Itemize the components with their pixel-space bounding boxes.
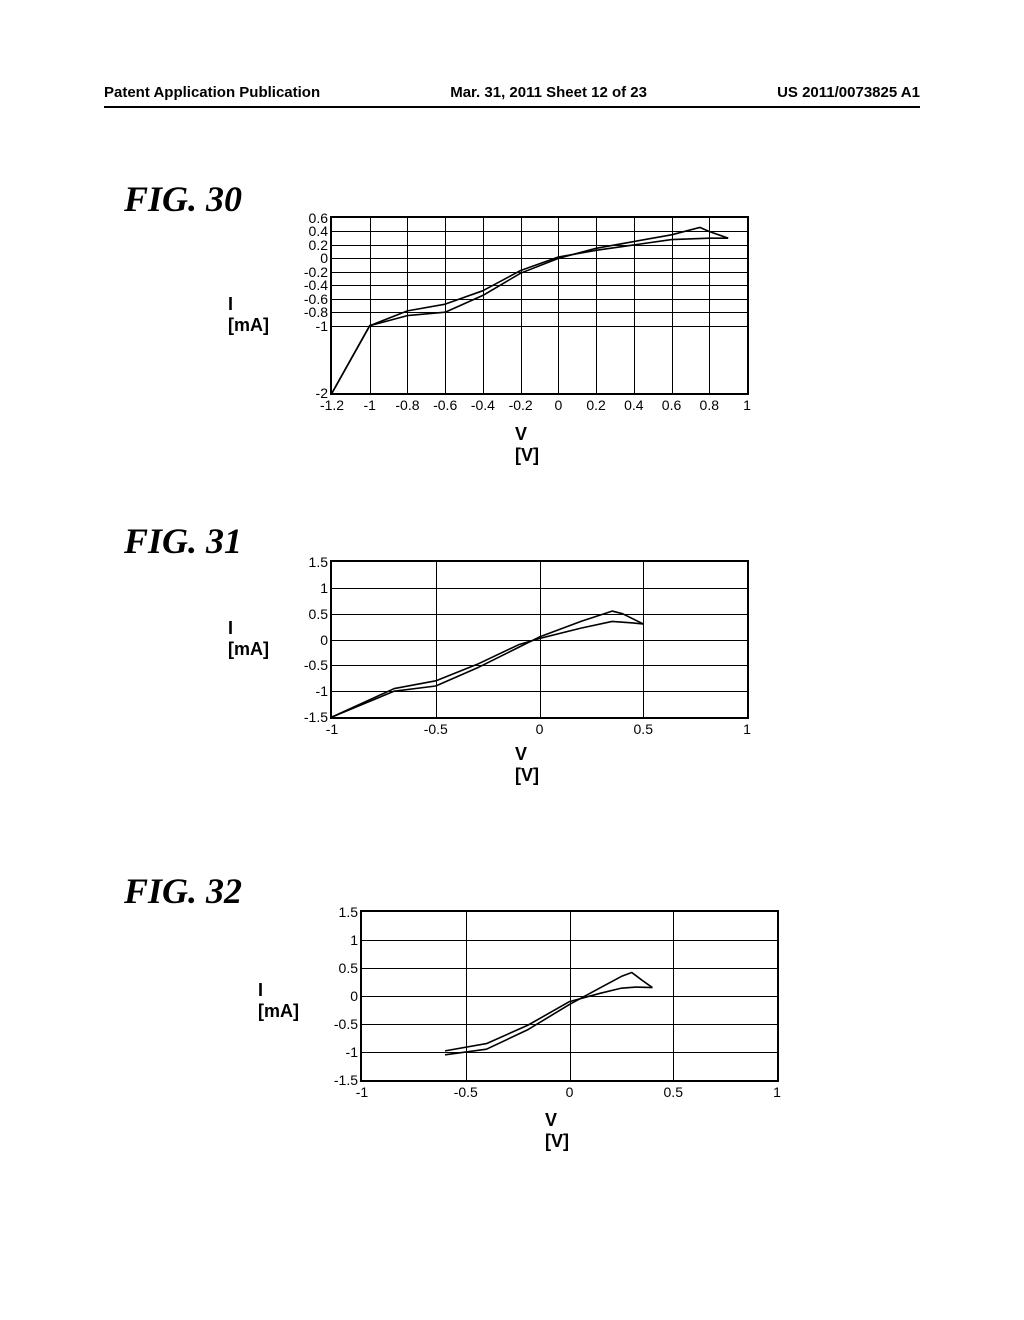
ytick: -1 (346, 1044, 362, 1060)
gridline-v (407, 218, 408, 393)
gridline-h (332, 326, 747, 327)
xtick: -0.6 (433, 393, 457, 413)
gridline-v (521, 218, 522, 393)
patent-header: Patent Application Publication Mar. 31, … (104, 84, 920, 101)
ytick: 1.5 (309, 554, 332, 570)
fig31-plot: 1.510.50-0.5-1-1.5-1-0.500.51 (330, 560, 749, 719)
xtick: 0.5 (664, 1080, 683, 1100)
xtick: -1.2 (320, 393, 344, 413)
xtick: -0.4 (471, 393, 495, 413)
ytick: 1 (320, 580, 332, 596)
ytick: 0.5 (309, 606, 332, 622)
xtick: -0.5 (424, 717, 448, 737)
iv-curve (332, 238, 728, 393)
gridline-v (596, 218, 597, 393)
xtick: -1 (356, 1080, 368, 1100)
ytick: 0 (350, 988, 362, 1004)
xtick: 0.6 (662, 393, 681, 413)
iv-curve (332, 227, 728, 393)
fig31-ylabel: I [mA] (228, 618, 269, 660)
iv-curve (332, 621, 643, 717)
gridline-v (709, 218, 710, 393)
gridline-v (643, 562, 644, 717)
gridline-h (332, 312, 747, 313)
xtick: 0.4 (624, 393, 643, 413)
xtick: 1 (743, 717, 751, 737)
fig32-ylabel: I [mA] (258, 980, 299, 1022)
ytick: 0.5 (339, 960, 362, 976)
gridline-v (483, 218, 484, 393)
gridline-v (540, 562, 541, 717)
xtick: 0.5 (634, 717, 653, 737)
xtick: 1 (743, 393, 751, 413)
gridline-v (436, 562, 437, 717)
gridline-h (332, 299, 747, 300)
xtick: -0.8 (395, 393, 419, 413)
xtick: -1 (326, 717, 338, 737)
fig31-xlabel: V [V] (515, 744, 539, 786)
ytick: -1 (316, 318, 332, 334)
gridline-v (466, 912, 467, 1080)
header-left: Patent Application Publication (104, 84, 320, 101)
ytick: -0.5 (334, 1016, 362, 1032)
xtick: 0.2 (586, 393, 605, 413)
gridline-h (332, 245, 747, 246)
gridline-v (558, 218, 559, 393)
xtick: 0 (536, 717, 544, 737)
gridline-h (332, 258, 747, 259)
gridline-h (332, 285, 747, 286)
xtick: 0 (554, 393, 562, 413)
gridline-v (370, 218, 371, 393)
xtick: -1 (363, 393, 375, 413)
fig32-xlabel: V [V] (545, 1110, 569, 1152)
xtick: 0.8 (700, 393, 719, 413)
gridline-h (332, 272, 747, 273)
xtick: 0 (566, 1080, 574, 1100)
gridline-v (672, 218, 673, 393)
fig30-xlabel: V [V] (515, 424, 539, 466)
fig30-plot: 0.60.40.20-0.2-0.4-0.6-0.8-1-2-1.2-1-0.8… (330, 216, 749, 395)
header-rule (104, 106, 920, 108)
page: Patent Application Publication Mar. 31, … (0, 0, 1024, 1320)
ytick: -1 (316, 683, 332, 699)
iv-curve (332, 611, 643, 717)
gridline-v (634, 218, 635, 393)
ytick: 1 (350, 932, 362, 948)
xtick: 1 (773, 1080, 781, 1100)
fig31-label: FIG. 31 (124, 520, 242, 562)
ytick: -0.5 (304, 657, 332, 673)
fig32-label: FIG. 32 (124, 870, 242, 912)
gridline-v (445, 218, 446, 393)
fig32-plot: 1.510.50-0.5-1-1.5-1-0.500.51 (360, 910, 779, 1082)
gridline-v (673, 912, 674, 1080)
fig30-label: FIG. 30 (124, 178, 242, 220)
ytick: 0 (320, 632, 332, 648)
header-right: US 2011/0073825 A1 (777, 84, 920, 101)
xtick: -0.5 (454, 1080, 478, 1100)
xtick: -0.2 (509, 393, 533, 413)
gridline-v (570, 912, 571, 1080)
gridline-h (332, 231, 747, 232)
ytick: 1.5 (339, 904, 362, 920)
fig30-ylabel: I [mA] (228, 294, 269, 336)
header-center: Mar. 31, 2011 Sheet 12 of 23 (450, 84, 647, 101)
